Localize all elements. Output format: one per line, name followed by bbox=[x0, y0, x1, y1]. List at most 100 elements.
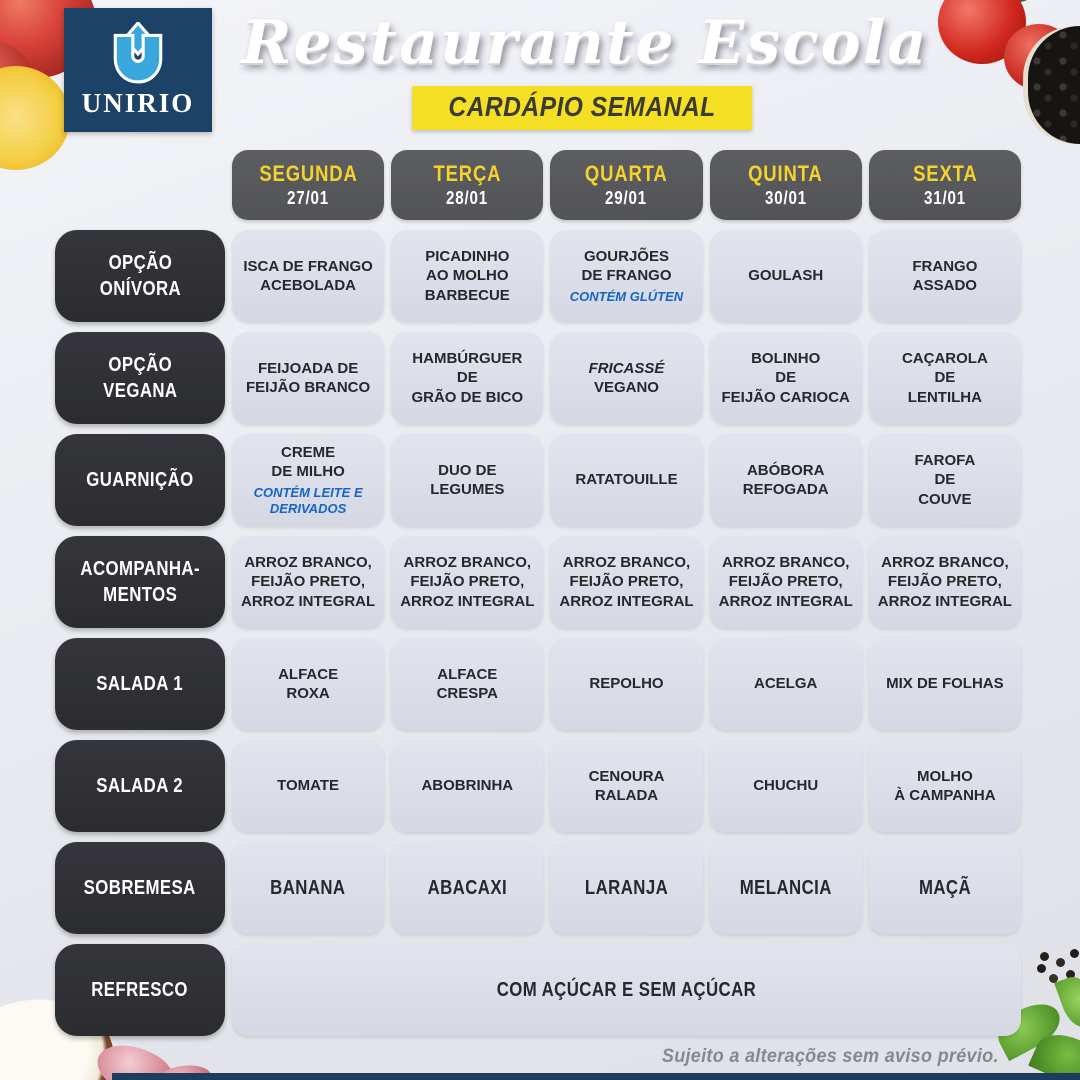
day-name: SEGUNDA bbox=[258, 161, 358, 186]
row-label-refresco: REFRESCO bbox=[55, 944, 225, 1036]
menu-item-text: ARROZ BRANCO, FEIJÃO PRETO, ARROZ INTEGR… bbox=[400, 553, 535, 610]
menu-item-text: COM AÇÚCAR E SEM AÇÚCAR bbox=[496, 979, 757, 1001]
menu-cell-opcao-vegana-fricasse-vegano: FRICASSÉ VEGANO bbox=[550, 332, 703, 424]
page-title: Restaurante Escola bbox=[241, 8, 929, 78]
menu-cell-opcao-vegana-cacarola-de-lentilha: CAÇAROLA DE LENTILHA bbox=[868, 332, 1021, 424]
menu-item-text: ALFACE ROXA bbox=[278, 665, 339, 703]
basil-leaf-photo bbox=[1028, 1025, 1080, 1080]
menu-item-text: FRANGO ASSADO bbox=[912, 257, 978, 295]
menu-cell-salada-1-alface-roxa: ALFACE ROXA bbox=[232, 638, 385, 730]
menu-item-text: MAÇÃ bbox=[918, 877, 971, 899]
peppercorn-bowl-photo bbox=[1028, 26, 1080, 144]
menu-cell-sobremesa-laranja: LARANJA bbox=[550, 842, 703, 934]
menu-cell-salada-1-alface-crespa: ALFACE CRESPA bbox=[391, 638, 544, 730]
menu-item-text: GOULASH bbox=[748, 267, 824, 285]
menu-item-text: ARROZ BRANCO, FEIJÃO PRETO, ARROZ INTEGR… bbox=[241, 553, 376, 610]
menu-item-text: BANANA bbox=[270, 877, 346, 899]
day-header-segunda: SEGUNDA 27/01 bbox=[232, 150, 385, 220]
menu-item-text: ARROZ BRANCO, FEIJÃO PRETO, ARROZ INTEGR… bbox=[877, 553, 1012, 610]
menu-cell-opcao-onivora-goulash: GOULASH bbox=[709, 230, 862, 322]
menu-cell-sobremesa-banana: BANANA bbox=[232, 842, 385, 934]
row-label-text: SALADA 2 bbox=[96, 775, 184, 797]
menu-cell-opcao-onivora-gourjoes-de-frango: GOURJÕES DE FRANGO CONTÉM GLÚTEN bbox=[550, 230, 703, 322]
menu-item-text: MIX DE FOLHAS bbox=[886, 675, 1004, 693]
subtitle-text: CARDÁPIO SEMANAL bbox=[448, 91, 716, 122]
grid-corner-spacer bbox=[55, 150, 225, 220]
menu-item-text: LARANJA bbox=[584, 877, 669, 899]
menu-item-text: FRICASSÉ VEGANO bbox=[588, 359, 665, 397]
menu-item-text: ALFACE CRESPA bbox=[436, 665, 498, 703]
disclaimer-note: Sujeito a alterações sem aviso prévio. bbox=[662, 1046, 1000, 1067]
menu-cell-opcao-vegana-feijoada-de-feijao-branc: FEIJOADA DE FEIJÃO BRANCO bbox=[232, 332, 385, 424]
menu-cell-guarnicao-farofa-de-couve: FAROFA DE COUVE bbox=[868, 434, 1021, 526]
day-date: 27/01 bbox=[287, 188, 330, 208]
menu-item-text: CHUCHU bbox=[753, 777, 819, 795]
menu-cell-acompanha-mentos-arroz-branco-feijao-pret: ARROZ BRANCO, FEIJÃO PRETO, ARROZ INTEGR… bbox=[868, 536, 1021, 628]
menu-item-text: ABÓBORA REFOGADA bbox=[742, 461, 829, 499]
allergen-note: CONTÉM GLÚTEN bbox=[569, 288, 684, 304]
menu-item-text: DUO DE LEGUMES bbox=[430, 461, 505, 499]
row-label-text: GUARNIÇÃO bbox=[86, 469, 194, 491]
menu-cell-acompanha-mentos-arroz-branco-feijao-pret: ARROZ BRANCO, FEIJÃO PRETO, ARROZ INTEGR… bbox=[391, 536, 544, 628]
menu-item-text: ACELGA bbox=[754, 675, 818, 693]
day-name: QUARTA bbox=[585, 161, 668, 186]
day-name: TERÇA bbox=[433, 161, 502, 186]
menu-cell-acompanha-mentos-arroz-branco-feijao-pret: ARROZ BRANCO, FEIJÃO PRETO, ARROZ INTEGR… bbox=[709, 536, 862, 628]
menu-item-text: BOLINHO DE FEIJÃO CARIOCA bbox=[721, 349, 850, 406]
tomato-photo bbox=[1004, 24, 1074, 90]
row-label-salada-2: SALADA 2 bbox=[55, 740, 225, 832]
allergen-note: CONTÉM LEITE E DERIVADOS bbox=[253, 484, 363, 516]
menu-cell-opcao-onivora-frango-assado: FRANGO ASSADO bbox=[868, 230, 1021, 322]
menu-cell-salada-2-tomate: TOMATE bbox=[232, 740, 385, 832]
menu-cell-guarnicao-abobora-refogada: ABÓBORA REFOGADA bbox=[709, 434, 862, 526]
row-label-acompanha-mentos: ACOMPANHA- MENTOS bbox=[55, 536, 225, 628]
menu-cell-salada-1-repolho: REPOLHO bbox=[550, 638, 703, 730]
row-label-text: SOBREMESA bbox=[83, 877, 197, 899]
menu-cell-acompanha-mentos-arroz-branco-feijao-pret: ARROZ BRANCO, FEIJÃO PRETO, ARROZ INTEGR… bbox=[232, 536, 385, 628]
row-label-salada-1: SALADA 1 bbox=[55, 638, 225, 730]
basil-leaf-photo bbox=[1054, 972, 1080, 1032]
menu-cell-sobremesa-melancia: MELANCIA bbox=[709, 842, 862, 934]
menu-cell-refresco-com-acucar-e-sem-acucar: COM AÇÚCAR E SEM AÇÚCAR bbox=[232, 944, 1021, 1036]
peppercorns-photo bbox=[1040, 952, 1049, 961]
row-label-text: OPÇÃO ONÍVORA bbox=[99, 252, 181, 300]
menu-item-text: CREME DE MILHO bbox=[271, 443, 345, 481]
apple-photo bbox=[0, 42, 34, 122]
day-header-terca: TERÇA 28/01 bbox=[391, 150, 544, 220]
menu-item-text: MOLHO À CAMPANHA bbox=[894, 767, 996, 805]
weekly-menu-grid: SEGUNDA 27/01 TERÇA 28/01 QUARTA 29/01 QUINTA 3… bbox=[55, 150, 1021, 1036]
menu-cell-opcao-vegana-bolinho-de-feijao-carioc: BOLINHO DE FEIJÃO CARIOCA bbox=[709, 332, 862, 424]
menu-item-text: ARROZ BRANCO, FEIJÃO PRETO, ARROZ INTEGR… bbox=[559, 553, 694, 610]
row-label-text: ACOMPANHA- MENTOS bbox=[80, 558, 200, 606]
day-header-sexta: SEXTA 31/01 bbox=[868, 150, 1021, 220]
menu-cell-salada-2-cenoura-ralada: CENOURA RALADA bbox=[550, 740, 703, 832]
menu-cell-opcao-onivora-picadinho-ao-molho-barbe: PICADINHO AO MOLHO BARBECUE bbox=[391, 230, 544, 322]
day-date: 30/01 bbox=[764, 188, 807, 208]
menu-item-text: ISCA DE FRANGO ACEBOLADA bbox=[243, 257, 373, 295]
menu-cell-guarnicao-duo-de-legumes: DUO DE LEGUMES bbox=[391, 434, 544, 526]
menu-item-text: HAMBÚRGUER DE GRÃO DE BICO bbox=[411, 349, 524, 406]
unirio-emblem-icon bbox=[113, 21, 163, 83]
menu-item-text-italic: FRICASSÉ bbox=[588, 359, 665, 377]
menu-item-text: CENOURA RALADA bbox=[588, 767, 665, 805]
row-label-sobremesa: SOBREMESA bbox=[55, 842, 225, 934]
menu-item-text: REPOLHO bbox=[589, 675, 664, 693]
day-header-quinta: QUINTA 30/01 bbox=[709, 150, 862, 220]
menu-item-text: TOMATE bbox=[277, 777, 340, 795]
day-name: QUINTA bbox=[748, 161, 823, 186]
row-label-opcao-vegana: OPÇÃO VEGANA bbox=[55, 332, 225, 424]
menu-cell-opcao-vegana-hamburguer-de-grao-de-bi: HAMBÚRGUER DE GRÃO DE BICO bbox=[391, 332, 544, 424]
menu-cell-salada-1-acelga: ACELGA bbox=[709, 638, 862, 730]
menu-cell-salada-1-mix-de-folhas: MIX DE FOLHAS bbox=[868, 638, 1021, 730]
day-date: 31/01 bbox=[923, 188, 966, 208]
subtitle-banner: CARDÁPIO SEMANAL bbox=[412, 86, 752, 130]
row-label-text: SALADA 1 bbox=[96, 673, 184, 695]
menu-cell-salada-2-molho-a-campanha: MOLHO À CAMPANHA bbox=[868, 740, 1021, 832]
row-label-opcao-onivora: OPÇÃO ONÍVORA bbox=[55, 230, 225, 322]
day-name: SEXTA bbox=[912, 161, 978, 186]
menu-cell-salada-2-abobrinha: ABOBRINHA bbox=[391, 740, 544, 832]
menu-cell-sobremesa-maca: MAÇÃ bbox=[868, 842, 1021, 934]
row-label-text: REFRESCO bbox=[91, 979, 189, 1001]
row-label-text: OPÇÃO VEGANA bbox=[102, 354, 178, 402]
